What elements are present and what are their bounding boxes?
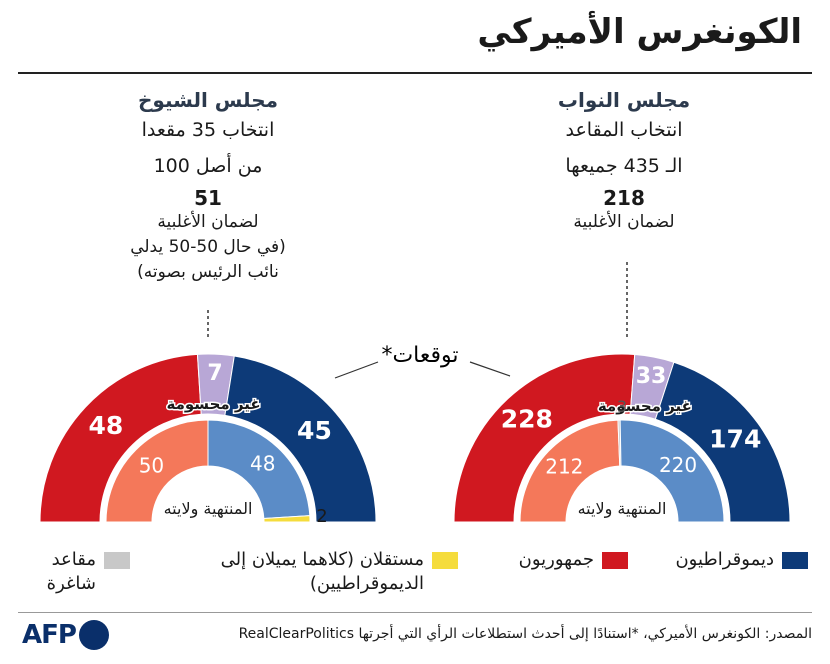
house-outgoing-republicans-label: 212 <box>545 455 583 479</box>
house-tossup-text: غير محسومة <box>598 397 692 415</box>
house-forecast-democrats-label: 174 <box>709 425 761 454</box>
legend-independents-label2: الديموقراطيين) <box>309 573 424 594</box>
page-title: الكونغرس الأميركي <box>477 12 802 52</box>
title-divider <box>18 72 812 74</box>
senate-outgoing-democrats-arc <box>207 419 311 520</box>
house-heading: مجلس النواب <box>557 88 691 112</box>
house-line1: انتخاب المقاعد <box>565 119 683 141</box>
house-outgoing-republicans-arc <box>519 419 621 523</box>
legend-republicans-label: جمهوريون <box>518 549 594 570</box>
senate-forecast-democrats-arc <box>224 355 377 523</box>
senate-chart: 48 45 7 غير محسومة 50 48 2 المنتهية ولايته <box>39 353 377 527</box>
senate-outgoing-republicans-arc <box>105 419 209 523</box>
senate-forecast-republicans-arc <box>39 353 202 523</box>
house-forecast-republicans-arc <box>453 353 636 523</box>
senate-tossup-text: غير محسومة <box>167 395 261 413</box>
senate-header: مجلس الشيوخ انتخاب 35 مقعدا من أصل 100 5… <box>58 88 358 285</box>
republicans-swatch <box>602 552 628 569</box>
house-outgoing-democrats-label: 220 <box>659 453 697 477</box>
footer-divider <box>18 612 812 613</box>
senate-outgoing-republicans-label: 50 <box>139 453 164 477</box>
senate-forecast-tossup-label: 7 <box>207 361 222 386</box>
legend-republicans: جمهوريون <box>519 548 628 572</box>
legend-independents: مستقلان (كلاهما يميلان إلى الديموقراطيين… <box>221 548 458 596</box>
legend-vacant: مقاعد شاغرة <box>47 548 130 596</box>
senate-outgoing-independents-arc <box>263 515 311 523</box>
house-outgoing-democrats-arc <box>619 419 725 523</box>
house-header: مجلس النواب انتخاب المقاعد الـ 435 جميعه… <box>474 88 774 235</box>
independents-swatch <box>432 552 458 569</box>
forecast-pointer-left <box>334 361 379 379</box>
house-outgoing-text: المنتهية ولايته <box>578 499 667 519</box>
house-forecast-tossup-label: 33 <box>636 364 667 389</box>
senate-note2: (في حال 50-50 يدلي <box>130 237 286 257</box>
house-forecast-democrats-arc <box>654 361 791 523</box>
house-chart: 228 174 33 غير محسومة 212 220 3 المنتهية ولايته <box>453 353 791 523</box>
house-forecast-republicans-label: 228 <box>501 404 553 433</box>
afp-logo-dot <box>78 620 109 650</box>
legend-democrats-label: ديموقراطيون <box>675 549 774 570</box>
afp-logo-text: AFP <box>22 620 77 650</box>
senate-majority: 51 <box>194 186 222 210</box>
senate-note3: نائب الرئيس بصوته) <box>137 262 279 282</box>
house-line2: الـ 435 جميعها <box>565 155 683 177</box>
house-note1: لضمان الأغلبية <box>573 212 675 232</box>
forecast-pointer-right <box>469 361 511 377</box>
senate-line1: انتخاب 35 مقعدا <box>141 119 275 141</box>
senate-heading: مجلس الشيوخ <box>137 88 279 112</box>
forecast-label: توقعات* <box>381 343 458 368</box>
source-note: المصدر: الكونغرس الأميركي، *استنادًا إلى… <box>238 626 812 642</box>
senate-outgoing-democrats-label: 48 <box>250 452 275 476</box>
senate-line2: من أصل 100 <box>153 155 263 177</box>
legend-vacant-label2: شاغرة <box>46 573 96 594</box>
senate-outgoing-text: المنتهية ولايته <box>164 499 253 519</box>
legend-vacant-label1: مقاعد <box>51 549 96 570</box>
legend-independents-label1: مستقلان (كلاهما يميلان إلى <box>220 549 424 570</box>
afp-logo: AFP <box>22 620 109 650</box>
senate-forecast-republicans-label: 48 <box>89 411 124 440</box>
vacant-swatch <box>104 552 130 569</box>
senate-note1: لضمان الأغلبية <box>157 212 259 232</box>
legend-democrats: ديموقراطيون <box>675 548 808 572</box>
democrats-swatch <box>782 552 808 569</box>
senate-forecast-democrats-label: 45 <box>297 416 332 445</box>
house-majority: 218 <box>603 186 645 210</box>
senate-outgoing-independents-label: 2 <box>316 506 327 527</box>
house-outgoing-vacant-label: 3 <box>617 397 627 416</box>
